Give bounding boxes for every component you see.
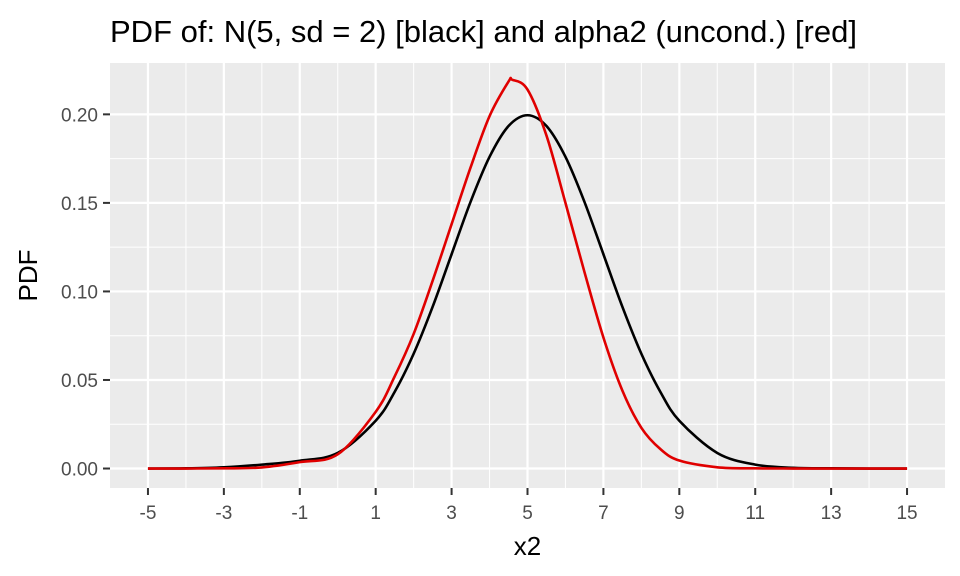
red-series-line	[147, 76, 908, 470]
x-tick-label: 15	[896, 503, 917, 524]
chart-title: PDF of: N(5, sd = 2) [black] and alpha2 …	[110, 14, 857, 49]
y-tick-label: 0.00	[61, 460, 98, 481]
x-tick-label: 11	[745, 503, 765, 524]
y-axis: 0.00 0.05 0.10 0.15 0.20	[61, 105, 110, 481]
x-tick-label: 9	[674, 503, 685, 524]
x-axis: -5 -3 -1 1 3 5 7 9 11 13 15	[140, 488, 918, 524]
x-axis-title: x2	[514, 531, 541, 561]
x-tick-label: 13	[821, 503, 842, 524]
y-tick-label: 0.10	[61, 282, 98, 303]
y-tick-label: 0.15	[61, 194, 98, 215]
y-tick-label: 0.20	[61, 105, 98, 126]
series-lines	[147, 76, 908, 470]
x-tick-label: -1	[291, 503, 308, 524]
x-tick-label: 5	[522, 503, 533, 524]
x-tick-label: -5	[140, 503, 157, 524]
black-series-line	[147, 113, 908, 470]
x-tick-label: 7	[598, 503, 609, 524]
y-tick-label: 0.05	[61, 371, 98, 392]
x-tick-label: 1	[370, 503, 381, 524]
y-axis-title: PDF	[13, 250, 43, 302]
x-tick-label: 3	[446, 503, 457, 524]
x-tick-label: -3	[215, 503, 232, 524]
